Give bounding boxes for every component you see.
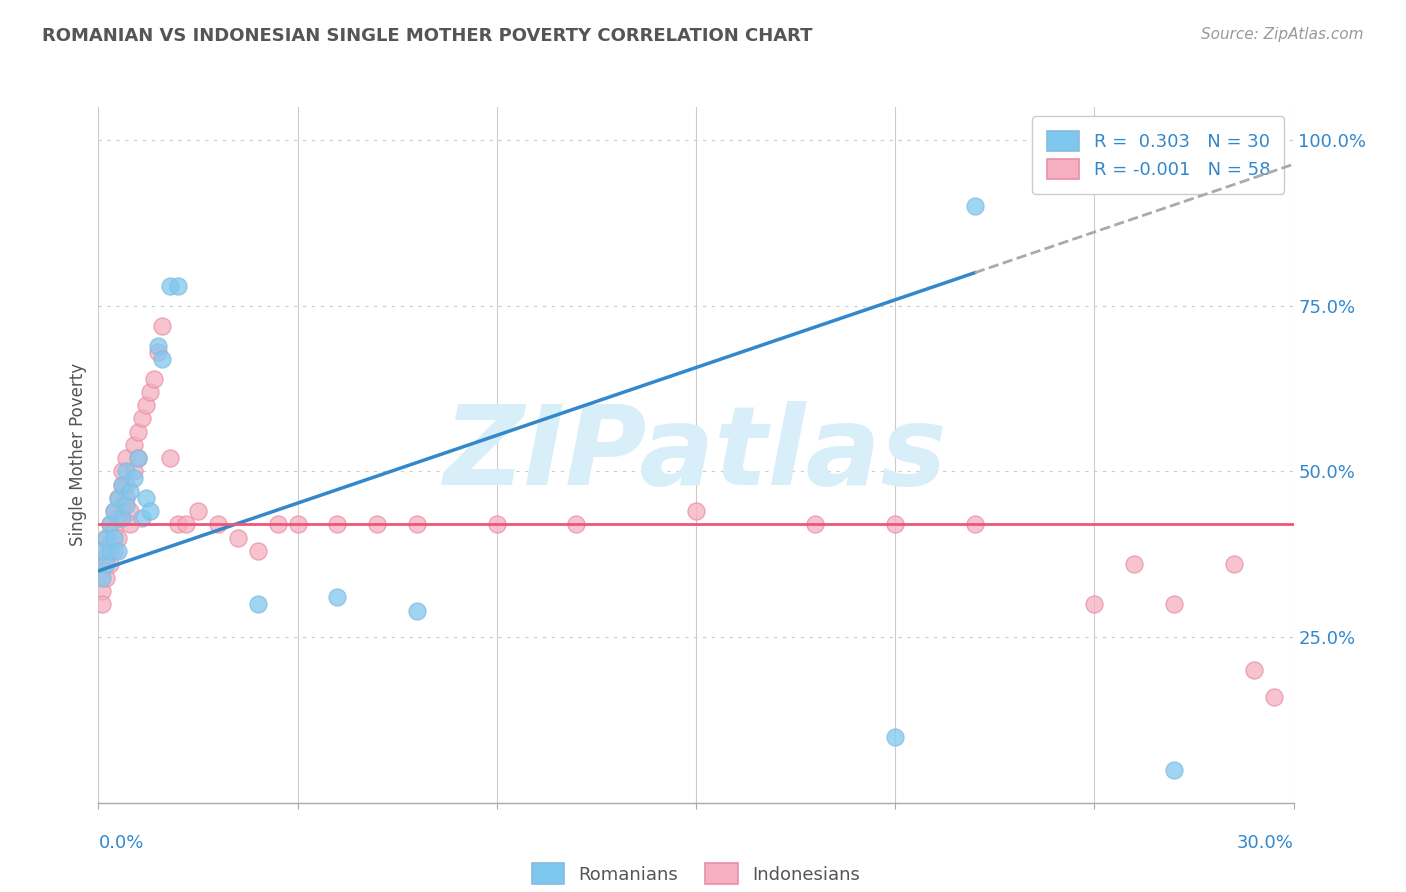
Point [120,504,142,518]
Point [246,597,269,611]
Point [103,544,125,558]
Point [91,564,114,578]
Point [124,465,146,479]
Point [96,558,118,572]
Point [143,372,166,386]
Point [115,477,138,491]
Point [100,544,122,558]
Point [91,544,114,558]
Point [159,279,181,293]
Point [107,544,129,558]
Point [366,517,388,532]
Point [326,591,349,605]
Point [1222,558,1246,572]
Point [96,531,118,545]
Point [100,517,122,532]
Point [127,451,149,466]
Point [287,517,309,532]
Point [1263,690,1285,704]
Point [107,491,129,505]
Text: ZIPatlas: ZIPatlas [444,401,948,508]
Point [91,583,114,598]
Point [148,338,170,352]
Point [107,491,129,505]
Text: 0.0%: 0.0% [98,834,143,852]
Point [103,504,125,518]
Point [111,511,134,525]
Point [103,531,125,545]
Point [100,517,122,532]
Point [103,504,125,518]
Point [91,597,114,611]
Point [115,498,138,512]
Point [107,531,129,545]
Text: 30.0%: 30.0% [1237,834,1294,852]
Point [139,384,162,399]
Point [139,504,162,518]
Y-axis label: Single Mother Poverty: Single Mother Poverty [69,363,87,547]
Point [150,351,173,366]
Point [963,517,986,532]
Text: Source: ZipAtlas.com: Source: ZipAtlas.com [1201,27,1364,42]
Point [100,558,122,572]
Point [1163,597,1185,611]
Point [884,730,907,744]
Point [135,491,157,505]
Point [124,471,146,485]
Point [124,438,146,452]
Point [159,451,181,466]
Point [187,504,209,518]
Point [963,199,986,213]
Point [1243,663,1265,677]
Point [1163,763,1185,777]
Point [150,318,173,333]
Point [127,425,149,439]
Point [131,411,153,425]
Point [91,570,114,584]
Point [406,517,429,532]
Point [148,345,170,359]
Point [174,517,197,532]
Point [100,537,122,551]
Point [226,531,249,545]
Point [1123,558,1146,572]
Point [246,544,269,558]
Point [111,477,134,491]
Point [115,451,138,466]
Point [120,484,142,499]
Point [406,604,429,618]
Point [485,517,508,532]
Point [107,511,129,525]
Point [103,524,125,538]
Point [685,504,707,518]
Point [111,465,134,479]
Point [111,498,134,512]
Point [135,398,157,412]
Legend: Romanians, Indonesians: Romanians, Indonesians [524,856,868,891]
Point [804,517,827,532]
Point [267,517,290,532]
Point [131,511,153,525]
Point [565,517,588,532]
Point [96,550,118,565]
Point [167,517,190,532]
Point [884,517,907,532]
Point [111,477,134,491]
Point [91,544,114,558]
Point [115,491,138,505]
Text: ROMANIAN VS INDONESIAN SINGLE MOTHER POVERTY CORRELATION CHART: ROMANIAN VS INDONESIAN SINGLE MOTHER POV… [42,27,813,45]
Point [1083,597,1105,611]
Point [96,570,118,584]
Point [167,279,190,293]
Point [115,465,138,479]
Point [127,451,149,466]
Point [207,517,229,532]
Point [120,517,142,532]
Point [96,531,118,545]
Point [326,517,349,532]
